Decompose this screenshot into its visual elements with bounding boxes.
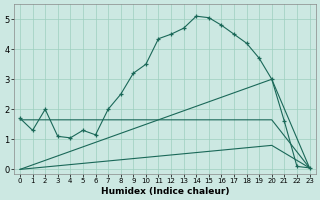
X-axis label: Humidex (Indice chaleur): Humidex (Indice chaleur)	[100, 187, 229, 196]
